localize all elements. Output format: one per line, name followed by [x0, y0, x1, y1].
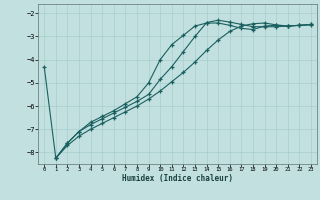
X-axis label: Humidex (Indice chaleur): Humidex (Indice chaleur): [122, 174, 233, 183]
